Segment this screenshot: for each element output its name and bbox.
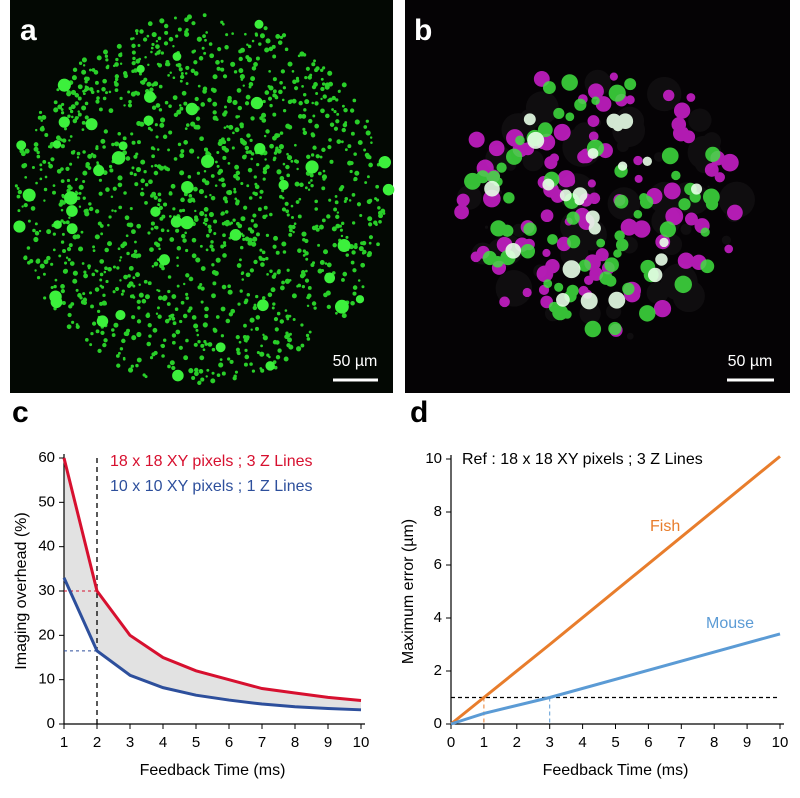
x-tick-label: 7 bbox=[677, 734, 685, 751]
y-axis-label: Maximum error (µm) bbox=[400, 519, 417, 664]
y-tick-label: 60 bbox=[38, 449, 55, 466]
difference-area bbox=[64, 458, 361, 710]
y-tick-label: 50 bbox=[38, 493, 55, 510]
x-tick-label: 8 bbox=[291, 734, 299, 751]
y-tick-label: 4 bbox=[434, 609, 442, 626]
annotation: Ref : 18 x 18 XY pixels ; 3 Z Lines bbox=[462, 451, 703, 468]
series-line bbox=[62, 577, 362, 712]
y-axis-label: Imaging overhead (%) bbox=[13, 512, 30, 669]
x-tick-label: 0 bbox=[447, 734, 455, 751]
y-tick-label: 40 bbox=[38, 538, 55, 555]
x-tick-label: 2 bbox=[513, 734, 521, 751]
x-tick-label: 10 bbox=[772, 734, 789, 751]
x-tick-label: 5 bbox=[611, 734, 619, 751]
scale-label: 50 µm bbox=[333, 353, 378, 370]
x-tick-label: 3 bbox=[546, 734, 554, 751]
x-tick-label: 6 bbox=[644, 734, 652, 751]
y-tick-label: 30 bbox=[38, 582, 55, 599]
series-line bbox=[62, 457, 362, 702]
x-tick-label: 1 bbox=[480, 734, 488, 751]
y-tick-label: 2 bbox=[434, 662, 442, 679]
y-tick-label: 10 bbox=[425, 450, 442, 467]
x-tick-label: 7 bbox=[258, 734, 266, 751]
x-tick-label: 3 bbox=[126, 734, 134, 751]
x-tick-label: 9 bbox=[743, 734, 751, 751]
x-tick-label: 5 bbox=[192, 734, 200, 751]
series-label: Mouse bbox=[706, 615, 754, 632]
x-tick-label: 8 bbox=[710, 734, 718, 751]
x-tick-label: 4 bbox=[159, 734, 167, 751]
panel-letter: d bbox=[410, 396, 428, 429]
x-tick-label: 10 bbox=[353, 734, 370, 751]
series-line bbox=[450, 455, 781, 726]
x-axis-label: Feedback Time (ms) bbox=[543, 762, 689, 779]
x-tick-label: 1 bbox=[60, 734, 68, 751]
x-tick-label: 9 bbox=[324, 734, 332, 751]
y-tick-label: 0 bbox=[434, 715, 442, 732]
cell-cluster bbox=[484, 113, 703, 310]
y-tick-label: 0 bbox=[47, 715, 55, 732]
scale-label: 50 µm bbox=[728, 353, 773, 370]
series-label: Fish bbox=[650, 518, 680, 535]
panel-letter: a bbox=[20, 14, 37, 47]
legend-label: 10 x 10 XY pixels ; 1 Z Lines bbox=[110, 478, 312, 495]
y-tick-label: 20 bbox=[38, 626, 55, 643]
cells bbox=[13, 13, 755, 386]
y-tick-label: 10 bbox=[38, 671, 55, 688]
x-tick-label: 2 bbox=[93, 734, 101, 751]
legend-label: 18 x 18 XY pixels ; 3 Z Lines bbox=[110, 453, 312, 470]
x-axis-label: Feedback Time (ms) bbox=[140, 762, 286, 779]
y-tick-label: 8 bbox=[434, 503, 442, 520]
x-tick-label: 4 bbox=[578, 734, 586, 751]
panel-letter: c bbox=[12, 396, 29, 429]
series-line bbox=[450, 632, 781, 726]
panel-letter: b bbox=[414, 14, 432, 47]
x-tick-label: 6 bbox=[225, 734, 233, 751]
y-tick-label: 6 bbox=[434, 556, 442, 573]
